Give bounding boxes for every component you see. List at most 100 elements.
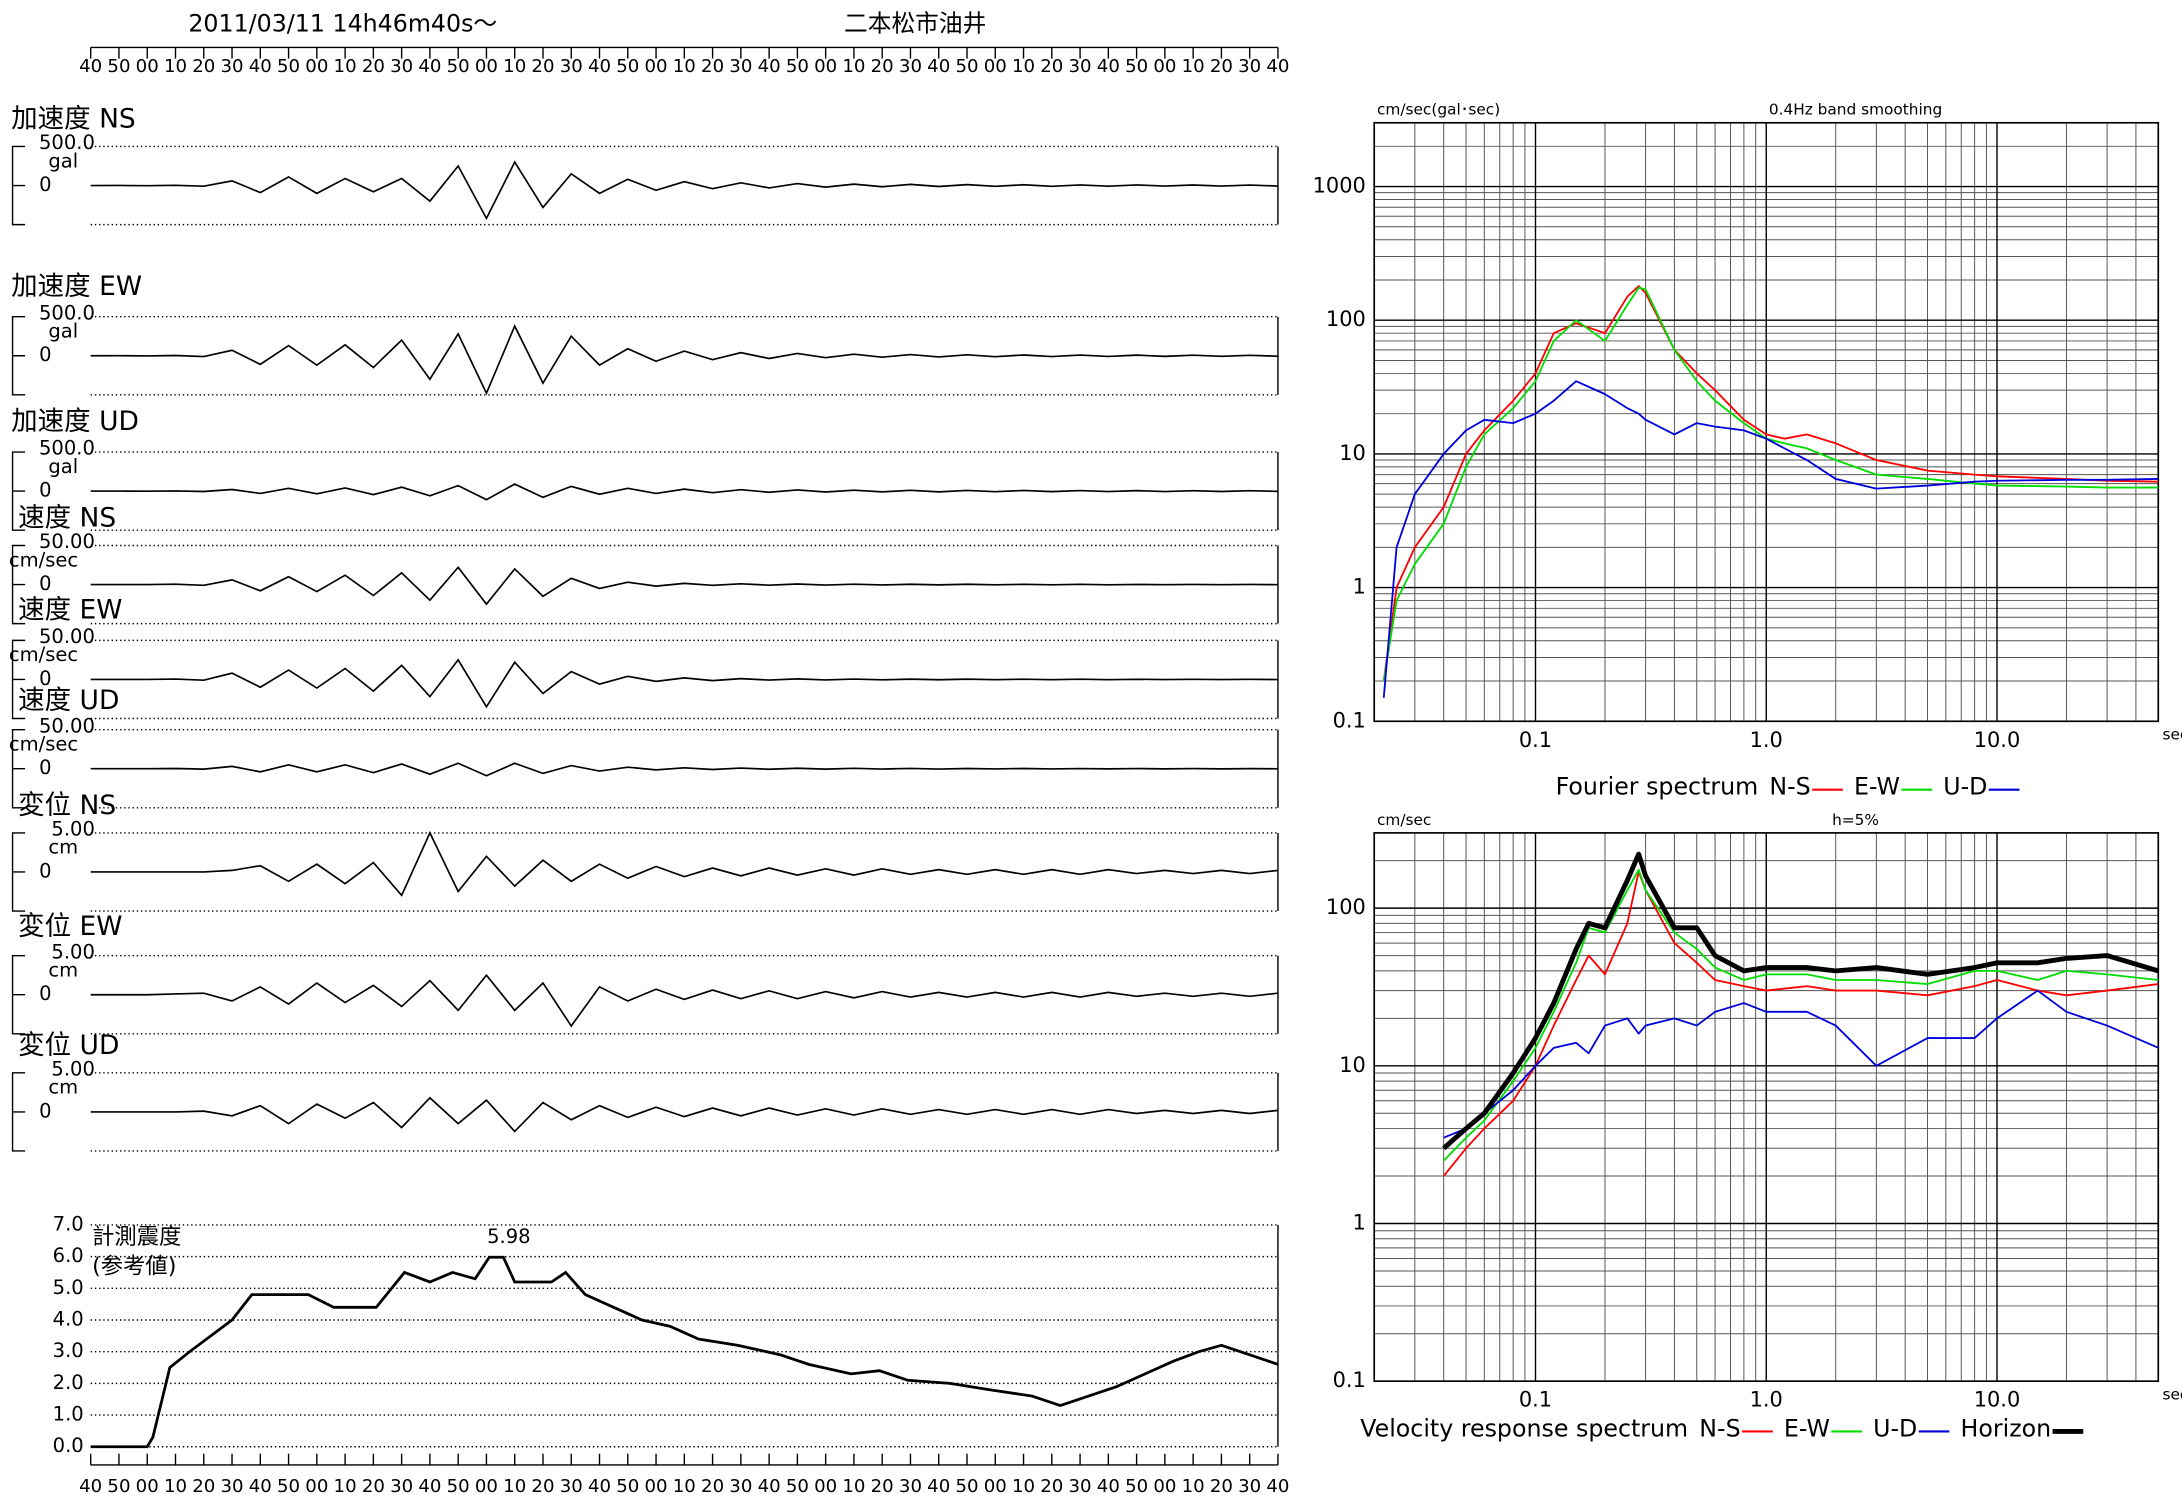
time-tick-label: 30 [560,56,583,77]
subtitle: 0.4Hz band smoothing [1769,101,1942,119]
time-tick-label: 10 [334,56,357,77]
series-line [1382,380,2159,698]
time-tick-label: 10 [164,1476,187,1497]
time-tick-label: 50 [447,1476,470,1497]
legend-title: Fourier spectrum [1556,773,1759,801]
y-tick-label: 5.00 [51,1058,94,1081]
time-tick-label: 10 [503,56,526,77]
unit-label: cm/sec [9,548,78,571]
time-tick-label: 50 [447,56,470,77]
time-tick-label: 10 [1182,1476,1205,1497]
y-tick-label: 100 [1326,307,1366,331]
time-tick-label: 20 [701,56,724,77]
y-tick-label: 1.0 [53,1403,84,1426]
time-tick-label: 30 [1238,1476,1261,1497]
time-tick-label: 00 [645,56,668,77]
time-tick-label: 40 [758,1476,781,1497]
x-unit: sec [2162,726,2182,744]
panel-title: 加速度 UD [11,406,139,437]
plot-border [1373,121,2160,723]
waveform [90,324,1278,396]
y-tick-label: 5.00 [51,940,94,963]
y-tick-label: 0 [39,756,51,779]
bracket [11,315,26,396]
time-tick-label: 10 [1012,1476,1035,1497]
y-tick-label: 0 [39,343,51,366]
time-tick-label: 20 [871,56,894,77]
intensity-line [90,1255,1279,1449]
time-tick-label: 50 [786,1476,809,1497]
time-tick-label: 10 [842,56,865,77]
time-tick-label: 30 [390,1476,413,1497]
legend-label: E-W [1784,1415,1830,1443]
time-tick-label: 00 [814,1476,837,1497]
time-tick-label: 20 [1040,1476,1063,1497]
waveform [90,1096,1279,1133]
unit-label: cm/sec [9,733,78,756]
x-tick-label: 10.0 [1974,1388,2021,1412]
y-tick-label: 500.0 [39,301,95,324]
time-tick-label: 10 [1182,56,1205,77]
time-tick-label: 40 [1097,56,1120,77]
time-tick-label: 30 [899,1476,922,1497]
waveform [90,483,1278,501]
time-tick-label: 00 [645,1476,668,1497]
time-tick-label: 40 [927,56,950,77]
time-tick-label: 40 [1266,56,1289,77]
y-tick-label: 10 [1339,441,1366,465]
y-tick-label: 0 [39,859,51,882]
y-tick-label: 0 [39,173,51,196]
time-tick-label: 00 [305,1476,328,1497]
legend-title: Velocity response spectrum [1360,1415,1688,1443]
legend-label: N-S [1769,773,1810,801]
waveform [90,658,1278,709]
x-tick-label: 1.0 [1750,1388,1783,1412]
y-tick-label: 1 [1353,1210,1366,1234]
panel-title: 速度 NS [18,502,116,533]
panel-title: 速度 EW [18,595,122,626]
peak-annotation: 5.98 [487,1225,530,1248]
unit-label: cm [48,836,78,859]
series-line [1443,868,2159,1162]
y-tick-label: 0 [39,479,51,502]
time-tick-label: 20 [192,1476,215,1497]
legend-label: E-W [1854,773,1900,801]
panel-title: 変位 NS [18,790,116,821]
time-tick-label: 30 [899,56,922,77]
time-tick-label: 00 [136,56,159,77]
time-tick-label: 20 [1210,1476,1233,1497]
waveform [90,830,1279,897]
waveform [90,762,1278,777]
unit-label: gal [48,455,78,478]
time-tick-label: 10 [842,1476,865,1497]
bracket [11,728,26,809]
y-tick-label: 100 [1326,895,1366,919]
panel-title: 加速度 NS [11,103,136,134]
y-tick-label: 500.0 [39,437,95,460]
time-tick-label: 30 [220,1476,243,1497]
y-tick-label: 500.0 [39,131,95,154]
y-tick-label: 50.00 [39,625,95,648]
series-line [1442,870,2159,1177]
y-tick-label: 5.00 [51,818,94,841]
y-tick-label: 10 [1339,1053,1366,1077]
time-tick-label: 40 [758,56,781,77]
y-tick-label: 0.0 [53,1434,84,1457]
time-tick-label: 10 [673,1476,696,1497]
y-tick-label: 0 [39,572,51,595]
y-tick-label: 3.0 [53,1339,84,1362]
time-tick-label: 20 [1210,56,1233,77]
bracket [11,832,26,912]
time-tick-label: 50 [107,1476,130,1497]
unit-label: cm [48,959,78,982]
unit-label: cm/sec [9,643,78,666]
unit-label: cm [48,1076,78,1099]
panel-title: 速度 UD [18,685,119,716]
y-tick-label: 4.0 [53,1307,84,1330]
waveform [90,973,1279,1028]
time-tick-label: 10 [164,56,187,77]
time-tick-label: 20 [531,56,554,77]
time-tick-label: 30 [560,1476,583,1497]
y-tick-label: 0.1 [1333,708,1366,732]
time-tick-label: 00 [305,56,328,77]
